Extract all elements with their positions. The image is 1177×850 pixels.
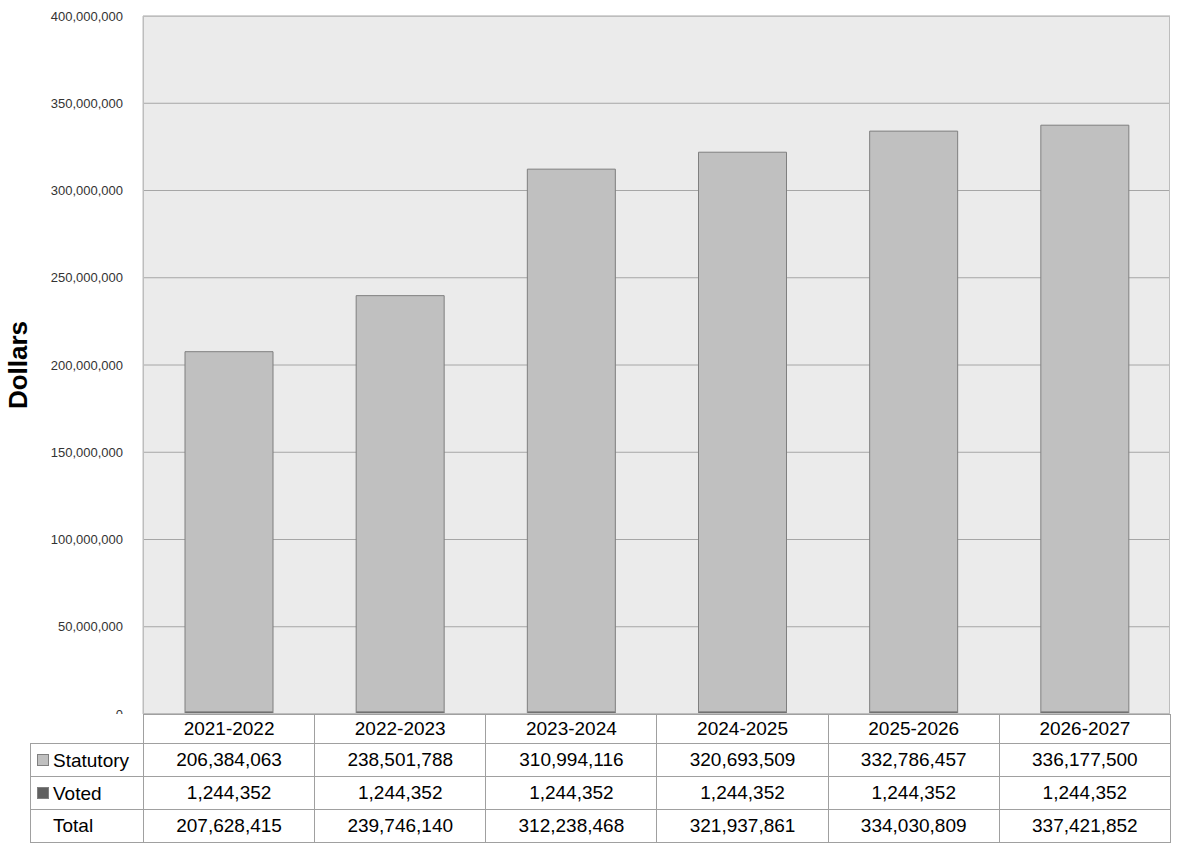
html-text:2021-2022: 2021-2022 bbox=[183, 718, 275, 739]
html-text:2023-2024: 2023-2024 bbox=[526, 718, 617, 739]
html-text:1,244,352: 1,244,352 bbox=[871, 782, 956, 803]
html-text:207,628,415: 207,628,415 bbox=[176, 815, 282, 836]
html-text:312,238,468: 312,238,468 bbox=[518, 815, 625, 836]
html-text:1,244,352: 1,244,352 bbox=[1042, 782, 1128, 803]
svg-text:100,000,000: 100,000,000 bbox=[51, 532, 123, 547]
html-text:2025-2026: 2025-2026 bbox=[868, 718, 960, 739]
html-text:337,421,852: 337,421,852 bbox=[1032, 815, 1138, 836]
html-text:334,030,809: 334,030,809 bbox=[860, 815, 967, 836]
html-text:206,384,063: 206,384,063 bbox=[176, 749, 282, 770]
svg-text:0: 0 bbox=[116, 707, 123, 714]
html-text:2024-2025: 2024-2025 bbox=[697, 718, 788, 739]
svg-text:200,000,000: 200,000,000 bbox=[51, 358, 123, 373]
html-text:2026-2027: 2026-2027 bbox=[1039, 718, 1131, 739]
html-text:1,244,352: 1,244,352 bbox=[358, 782, 443, 803]
html-text:332,786,457: 332,786,457 bbox=[860, 749, 967, 770]
html-text:238,501,788: 238,501,788 bbox=[347, 749, 454, 770]
svg-text:50,000,000: 50,000,000 bbox=[58, 619, 123, 634]
html-text:320,693,509: 320,693,509 bbox=[689, 749, 796, 770]
svg-text:150,000,000: 150,000,000 bbox=[51, 445, 123, 460]
svg-text:300,000,000: 300,000,000 bbox=[51, 183, 123, 198]
svg-text:350,000,000: 350,000,000 bbox=[51, 96, 123, 111]
html-text:1,244,352: 1,244,352 bbox=[186, 782, 272, 803]
html-text:310,994,116: 310,994,116 bbox=[519, 749, 624, 770]
svg-text:400,000,000: 400,000,000 bbox=[51, 9, 123, 24]
html-text:Dollars: Dollars bbox=[2, 320, 33, 410]
html-text:239,746,140: 239,746,140 bbox=[347, 815, 454, 836]
html-text:1,244,352: 1,244,352 bbox=[529, 782, 614, 803]
html-text:2022-2023: 2022-2023 bbox=[354, 718, 446, 739]
svg-text:250,000,000: 250,000,000 bbox=[51, 270, 123, 285]
html-text:1,244,352: 1,244,352 bbox=[700, 782, 785, 803]
html-text:Voted: Voted bbox=[53, 782, 102, 804]
html-text:Statutory: Statutory bbox=[53, 749, 129, 771]
html-text:Total: Total bbox=[53, 815, 94, 836]
html-text:321,937,861: 321,937,861 bbox=[689, 815, 796, 836]
html-text:336,177,500: 336,177,500 bbox=[1032, 749, 1138, 770]
